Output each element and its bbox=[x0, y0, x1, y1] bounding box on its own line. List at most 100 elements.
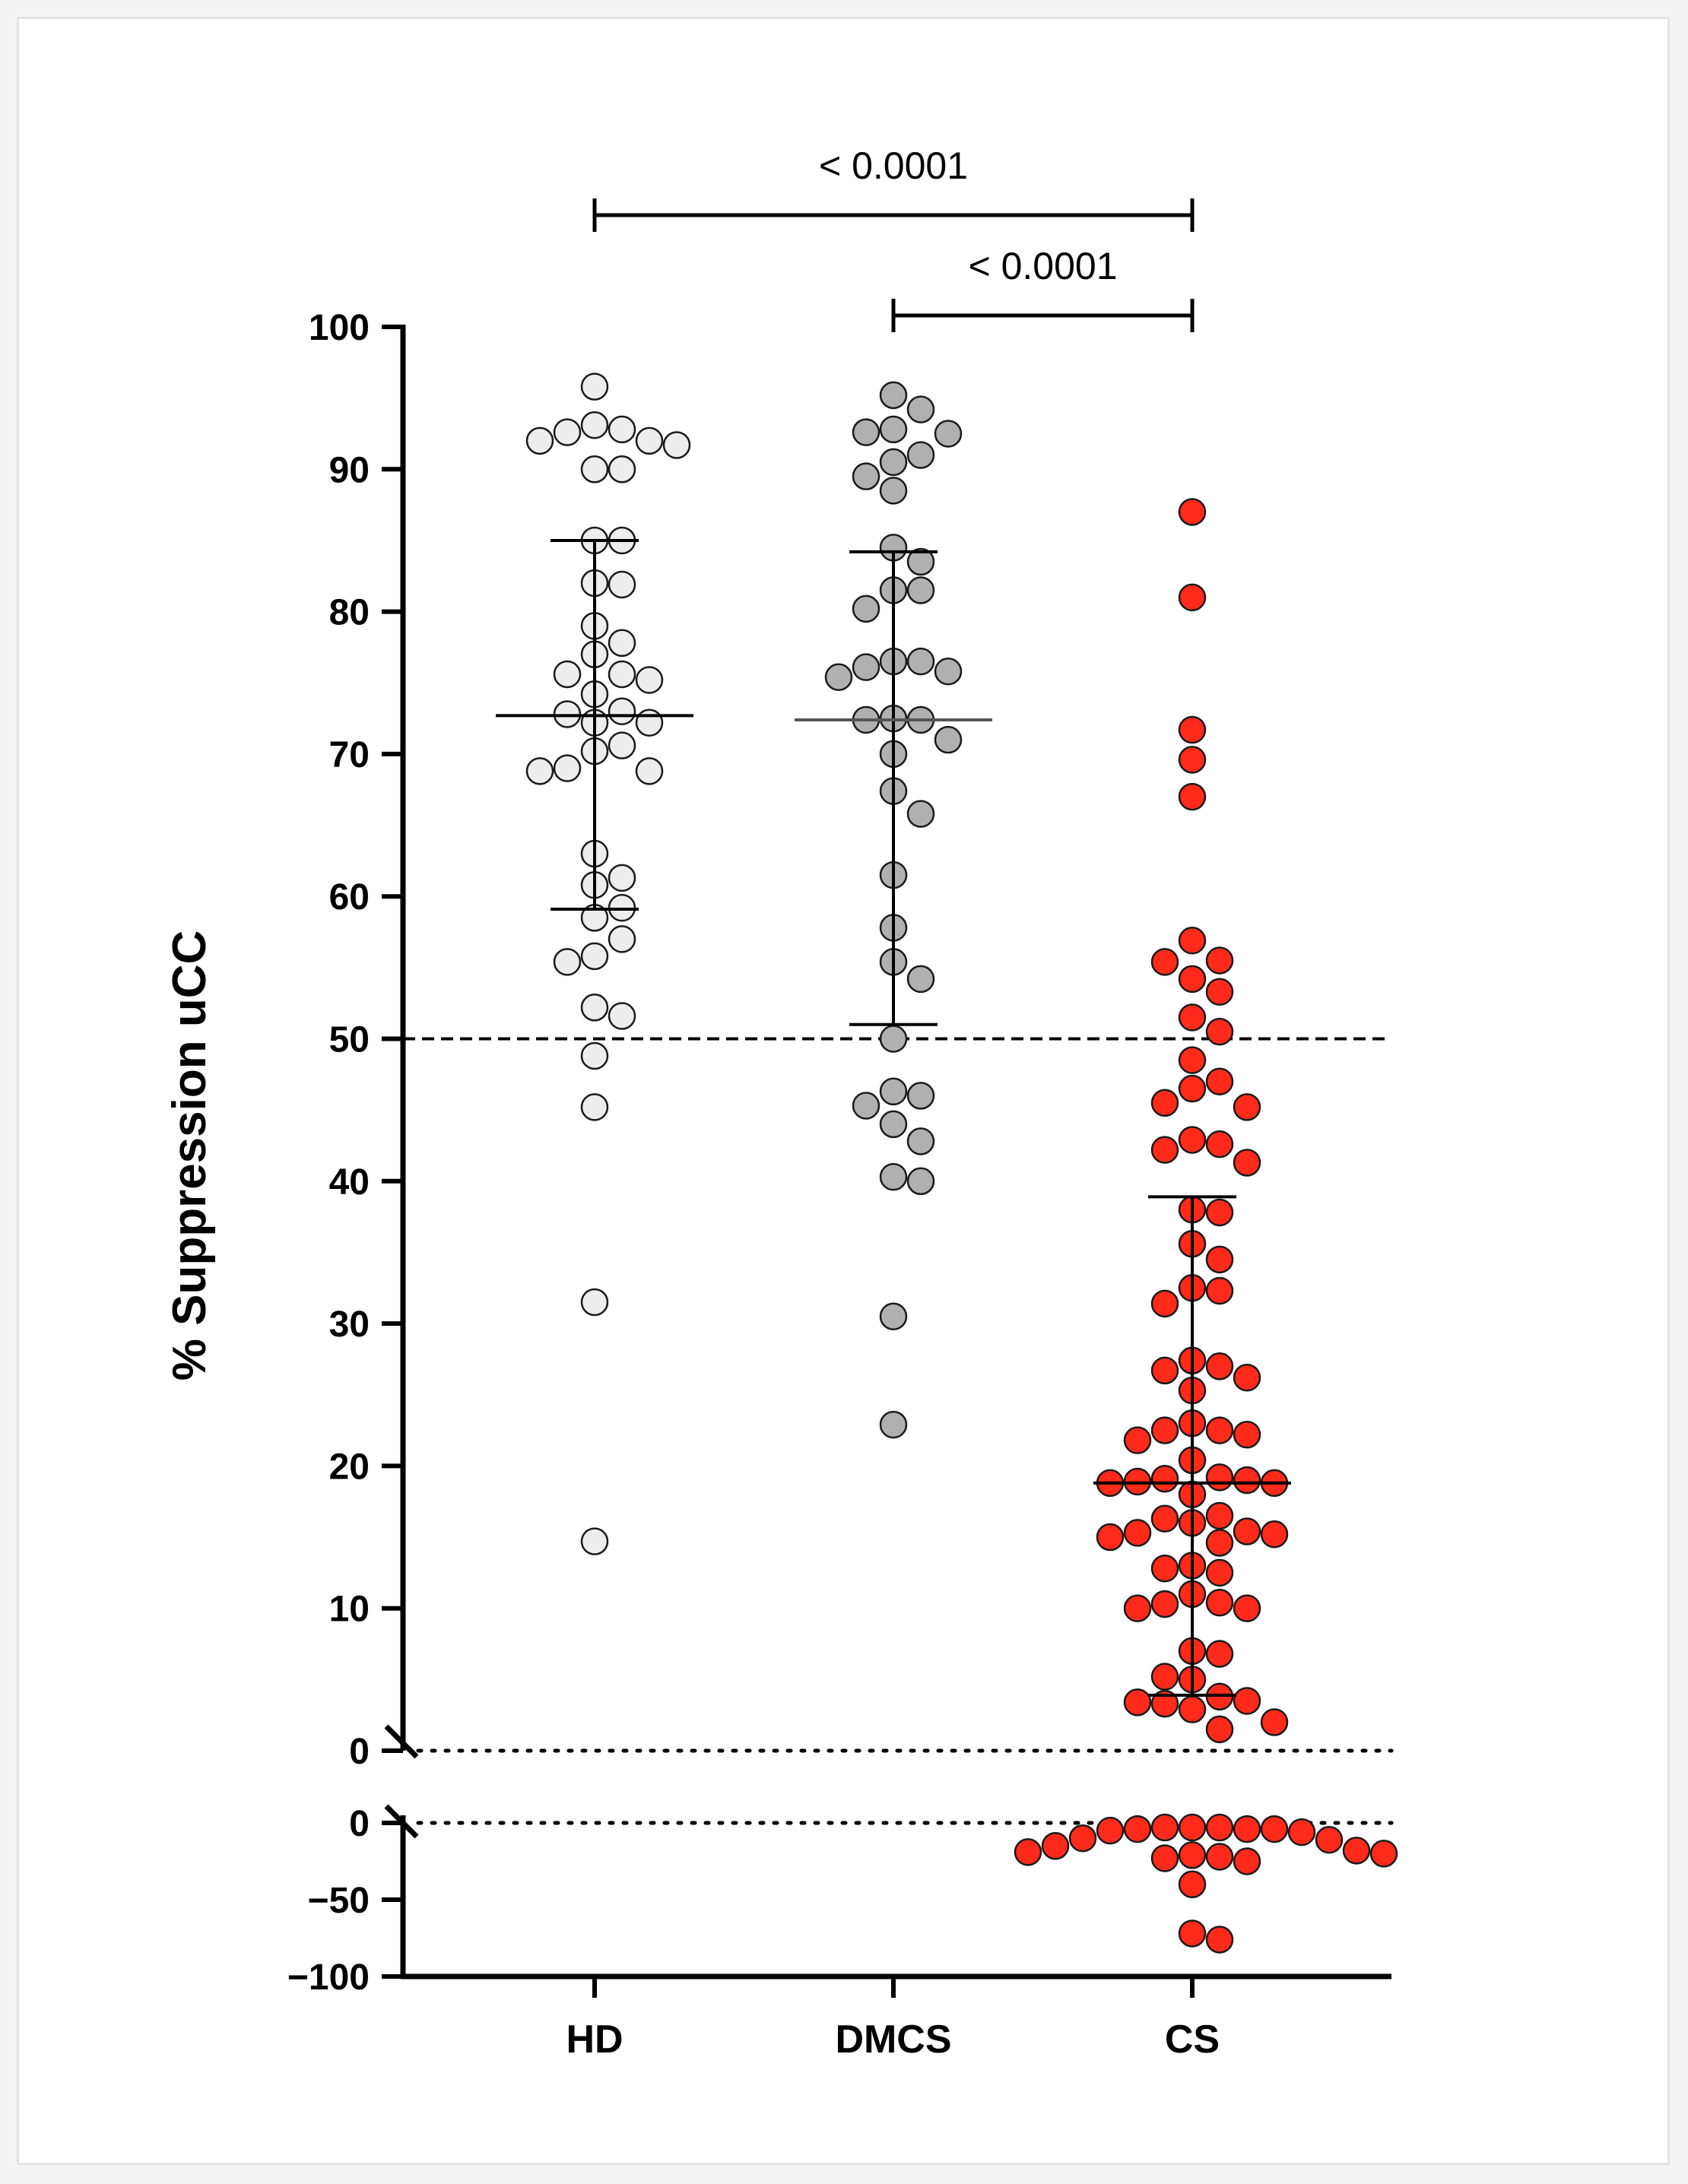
data-point-hd bbox=[608, 415, 636, 444]
data-point-cs bbox=[1205, 1558, 1234, 1587]
data-point-hd bbox=[608, 629, 636, 658]
data-point-dmcs bbox=[879, 381, 908, 410]
data-point-cs bbox=[1205, 1276, 1234, 1305]
data-point-dmcs bbox=[934, 658, 963, 686]
y-axis-title: % Suppression uCC bbox=[163, 930, 216, 1381]
data-point-cs bbox=[1205, 1245, 1234, 1274]
data-point-cs bbox=[1205, 1588, 1234, 1617]
data-point-cs bbox=[1260, 1815, 1289, 1843]
data-point-dmcs bbox=[879, 415, 908, 444]
median-iqr-bars bbox=[496, 538, 1291, 1697]
data-point-cs bbox=[1260, 1520, 1289, 1548]
data-point-cs bbox=[1233, 1420, 1261, 1449]
data-point-dmcs bbox=[906, 800, 935, 828]
data-point-hd bbox=[608, 925, 636, 953]
y-tick-label-upper: 100 bbox=[309, 308, 370, 348]
data-point-dmcs bbox=[906, 576, 935, 604]
data-point-cs bbox=[1150, 1555, 1179, 1583]
data-point-cs bbox=[1205, 1463, 1234, 1491]
data-point-cs bbox=[1205, 1501, 1234, 1530]
x-category-label-hd: HD bbox=[566, 2018, 623, 2062]
data-point-cs bbox=[1233, 1517, 1261, 1545]
y-tick-label-upper: 80 bbox=[329, 593, 370, 633]
data-point-cs bbox=[1205, 978, 1234, 1006]
data-point-cs bbox=[1233, 1093, 1261, 1121]
data-point-cs bbox=[1205, 1416, 1234, 1444]
data-point-cs bbox=[1178, 1813, 1207, 1842]
data-point-dmcs bbox=[934, 420, 963, 448]
data-point-cs bbox=[1096, 1523, 1125, 1552]
data-point-dmcs bbox=[906, 547, 935, 576]
p-value-label: < 0.0001 bbox=[968, 245, 1117, 287]
data-point-cs bbox=[1150, 1416, 1179, 1444]
data-point-cs bbox=[1150, 1356, 1179, 1385]
data-point-hd bbox=[608, 455, 636, 483]
data-point-cs bbox=[1096, 1816, 1125, 1845]
data-point-hd bbox=[580, 1093, 609, 1121]
data-point-cs bbox=[1150, 1844, 1179, 1872]
data-point-hd bbox=[580, 1527, 609, 1555]
data-point-cs bbox=[1315, 1825, 1344, 1854]
data-point-hd bbox=[580, 1288, 609, 1317]
data-point-cs bbox=[1178, 1074, 1207, 1103]
y-tick-label-upper: 20 bbox=[329, 1447, 370, 1487]
data-point-cs bbox=[1233, 1466, 1261, 1495]
data-point-cs bbox=[1205, 1352, 1234, 1380]
data-point-hd bbox=[525, 426, 554, 455]
y-tick-label-upper: 30 bbox=[329, 1304, 370, 1345]
data-point-hd bbox=[580, 455, 609, 483]
data-point-cs bbox=[1205, 1067, 1234, 1095]
data-point-dmcs bbox=[906, 441, 935, 469]
axes bbox=[382, 325, 1391, 1998]
data-point-cs bbox=[1150, 1465, 1179, 1493]
data-point-dmcs bbox=[879, 1077, 908, 1106]
data-point-cs bbox=[1068, 1824, 1097, 1853]
data-point-dmcs bbox=[852, 653, 880, 681]
data-point-hd bbox=[635, 708, 664, 737]
data-point-cs bbox=[1123, 1426, 1152, 1454]
y-tick-label-lower: −100 bbox=[287, 1957, 370, 1998]
data-point-cs bbox=[1178, 965, 1207, 994]
data-point-cs bbox=[1205, 1017, 1234, 1046]
data-point-hd bbox=[608, 731, 636, 759]
data-point-dmcs bbox=[906, 965, 935, 994]
data-point-cs bbox=[1178, 927, 1207, 955]
data-point-hd bbox=[580, 410, 609, 439]
data-point-cs bbox=[1178, 782, 1207, 811]
data-point-hd bbox=[608, 864, 636, 892]
data-point-cs bbox=[1150, 1689, 1179, 1718]
data-point-cs bbox=[1369, 1840, 1398, 1868]
data-point-dmcs bbox=[824, 663, 853, 692]
data-point-cs bbox=[1342, 1837, 1371, 1865]
data-point-hd bbox=[553, 418, 582, 446]
data-point-cs bbox=[1014, 1838, 1042, 1866]
y-tick-label-lower: 0 bbox=[349, 1804, 370, 1844]
data-point-cs bbox=[1150, 1504, 1179, 1533]
data-point-dmcs bbox=[934, 725, 963, 754]
data-point-cs bbox=[1123, 1594, 1152, 1622]
data-point-dmcs bbox=[906, 647, 935, 676]
data-point-cs bbox=[1233, 1149, 1261, 1177]
data-point-cs bbox=[1123, 1519, 1152, 1547]
data-point-hd bbox=[608, 1002, 636, 1030]
data-point-cs bbox=[1205, 1130, 1234, 1159]
data-point-cs bbox=[1233, 1364, 1261, 1392]
data-point-cs bbox=[1123, 1688, 1152, 1716]
data-point-dmcs bbox=[879, 477, 908, 505]
data-points bbox=[525, 372, 1398, 1954]
data-point-cs bbox=[1205, 1926, 1234, 1954]
figure-frame bbox=[17, 17, 1670, 2165]
data-point-cs bbox=[1150, 1136, 1179, 1164]
data-point-cs bbox=[1205, 946, 1234, 975]
data-point-dmcs bbox=[906, 1167, 935, 1196]
data-point-cs bbox=[1287, 1818, 1316, 1846]
data-point-cs bbox=[1041, 1832, 1070, 1860]
data-point-dmcs bbox=[852, 462, 880, 490]
data-point-cs bbox=[1205, 1813, 1234, 1842]
data-point-cs bbox=[1178, 583, 1207, 612]
data-point-cs bbox=[1150, 1289, 1179, 1318]
y-tick-label-upper: 40 bbox=[329, 1162, 370, 1203]
data-point-dmcs bbox=[852, 418, 880, 446]
data-point-hd bbox=[635, 426, 664, 455]
tick-labels: 0 10 20 30 40 50 60 70 80 90 100 0 −50 −100 HD DMCS CS bbox=[287, 308, 1220, 2062]
